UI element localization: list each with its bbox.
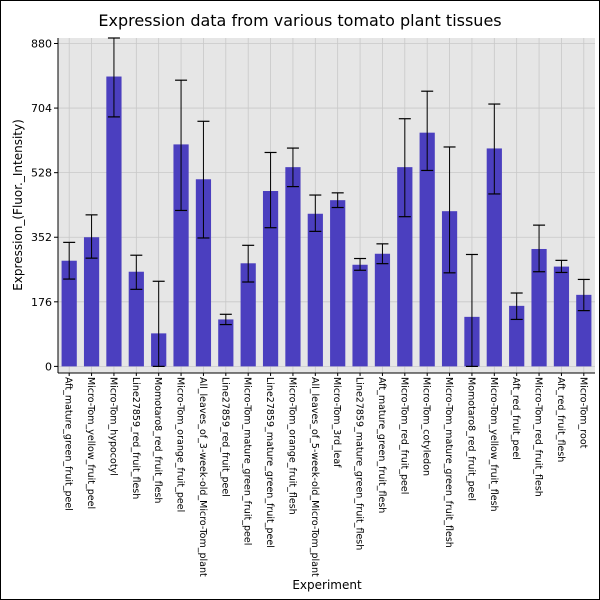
bar xyxy=(262,191,279,367)
bar xyxy=(531,248,547,367)
x-tick-label: Line27859_mature_green_fruit_flesh xyxy=(354,377,365,550)
x-tick-label: Micro-Tom_yellow_fruit_flesh xyxy=(488,377,499,512)
x-tick-label: Line27859_red_fruit_peel xyxy=(219,377,230,497)
x-tick-label: Micro-Tom_orange_fruit_flesh xyxy=(286,377,297,515)
bar xyxy=(285,167,301,367)
x-tick-label: Aft_red_fruit_flesh xyxy=(555,377,566,462)
x-axis: Aft_mature_green_fruit_peel Micro-Tom_yel… xyxy=(58,372,595,577)
bar xyxy=(374,253,391,367)
bar xyxy=(419,132,435,367)
x-tick-label: Line27859_mature_green_fruit_peel xyxy=(264,377,275,548)
y-tick-label: 704 xyxy=(31,102,52,115)
y-axis-label: Expression_(Fluor._Intensity) xyxy=(11,119,25,291)
x-tick-label: Micro-Tom_orange_fruit_peel xyxy=(175,377,186,512)
bar xyxy=(352,264,368,367)
y-tick-label: 528 xyxy=(31,167,52,180)
bar xyxy=(486,148,502,367)
x-tick-label: Aft_mature_green_fruit_peel xyxy=(63,377,74,511)
bar xyxy=(195,179,212,367)
x-tick-label: All_leaves_of_5-week-old_Micro-Tom_plant xyxy=(309,377,320,577)
bar xyxy=(61,260,77,367)
x-tick-label: Momotaro8_red_fruit_flesh xyxy=(152,377,163,503)
bar xyxy=(509,305,525,367)
x-tick-label: Line27859_red_fruit_flesh xyxy=(130,377,141,499)
bar xyxy=(330,200,346,367)
x-tick-label: Micro-Tom_hypocotyl xyxy=(107,377,118,476)
x-tick-label: Micro-Tom_red_fruit_peel xyxy=(398,377,409,494)
bar xyxy=(553,266,570,367)
x-tick-label: Micro-Tom_yellow_fruit_peel xyxy=(85,377,96,509)
bar xyxy=(307,213,323,367)
x-tick-label: Micro-Tom_mature_green_fruit_flesh xyxy=(443,377,454,548)
x-tick-label: Momotaro8_red_fruit_peel xyxy=(465,377,476,501)
bar xyxy=(240,263,256,367)
bar xyxy=(576,294,592,367)
bar xyxy=(218,319,234,367)
y-tick-label: 0 xyxy=(45,360,52,373)
bar xyxy=(173,144,189,367)
bar xyxy=(106,76,122,367)
error-bars-group xyxy=(63,37,590,367)
x-axis-label: Experiment xyxy=(292,578,362,592)
y-axis: 0 176 352 528 704 880 xyxy=(31,38,59,373)
x-tick-label: Micro-Tom_root xyxy=(577,377,588,449)
bar xyxy=(441,211,458,367)
x-tick-label: All_leaves_of_3-week-old_Micro-Tom_plant xyxy=(197,377,208,577)
bar xyxy=(83,237,100,367)
x-tick-label: Micro-Tom_red_fruit_flesh xyxy=(533,377,544,497)
plot-area xyxy=(58,38,595,373)
bars-group xyxy=(61,76,592,367)
x-tick-label: Aft_mature_green_fruit_flesh xyxy=(376,377,387,513)
x-tick-label: Micro-Tom_mature_green_fruit_peel xyxy=(242,377,253,545)
x-tick-label: Aft_red_fruit_peel xyxy=(510,377,521,460)
y-tick-label: 176 xyxy=(31,296,52,309)
x-tick-label: Micro-Tom_3rd_leaf xyxy=(331,377,342,468)
y-tick-label: 352 xyxy=(31,231,52,244)
x-tick-label: Micro-Tom_cotyledon xyxy=(421,377,432,476)
y-tick-label: 880 xyxy=(31,38,52,51)
chart-title: Expression data from various tomato plan… xyxy=(98,11,501,30)
bar xyxy=(128,271,144,367)
